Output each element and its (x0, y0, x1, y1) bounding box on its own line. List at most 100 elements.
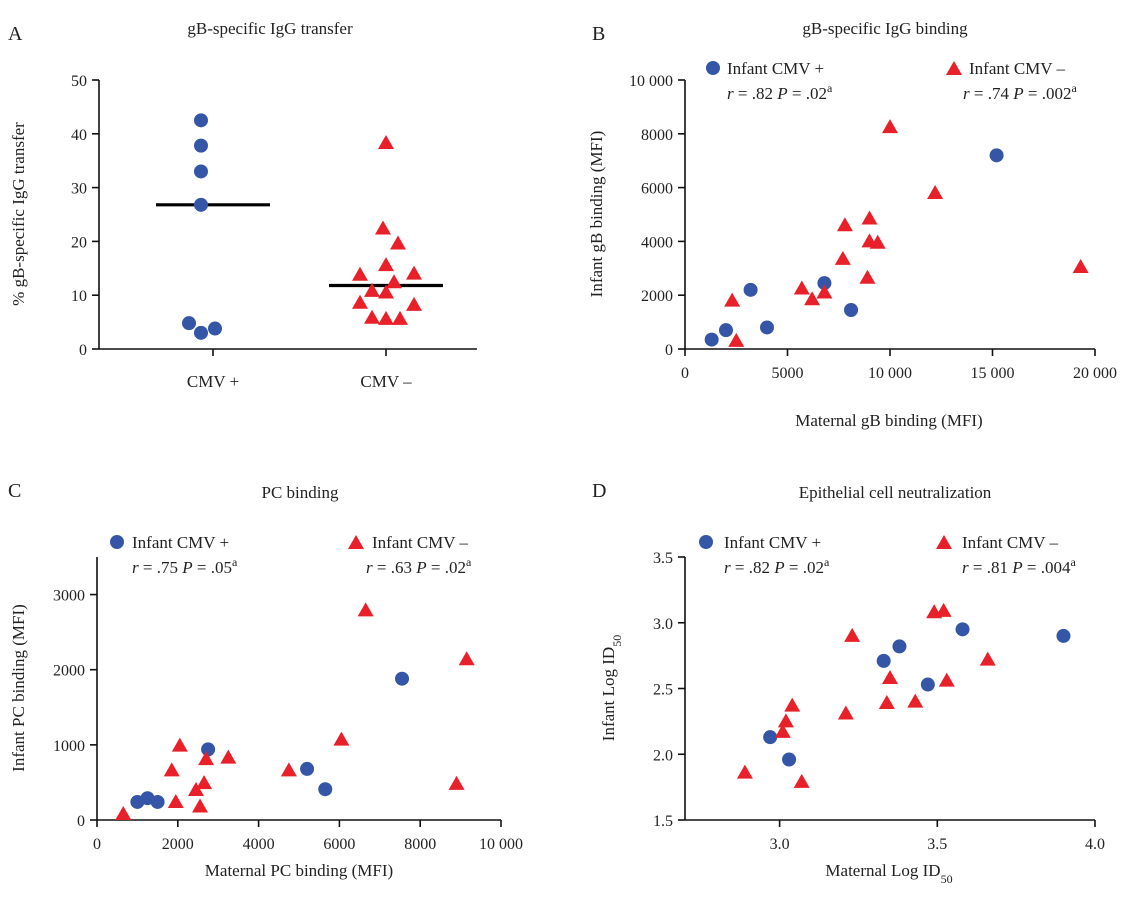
panel-c-sup-pos: a (232, 555, 238, 569)
panel-a-point-cmv-pos (182, 316, 196, 331)
panel-d-y-tick-label: 3.0 (653, 616, 673, 633)
panel-d-title: Epithelial cell neutralization (799, 483, 992, 502)
panel-c-x-axis-label: Maternal PC binding (MFI) (205, 861, 393, 880)
panel-c-p-neg: .02 (445, 558, 466, 577)
panel-a-point-cmv-neg (352, 266, 368, 281)
panel-d-sup-pos: a (824, 555, 830, 569)
panel-a-point-cmv-pos (194, 325, 208, 340)
panel-c-x-tick-label: 10 000 (479, 836, 523, 853)
panel-c-point-cmv-neg (357, 602, 374, 617)
panel-b-legend-stat-neg: r = .74 P = .002a (963, 81, 1077, 103)
panel-a-point-cmv-pos (194, 164, 208, 179)
panel-a-point-cmv-neg (406, 265, 422, 280)
panel-c-x-tick-label: 8000 (404, 836, 436, 853)
panel-d-point-cmv-pos (920, 677, 935, 692)
panel-a-y-tick-label: 10 (71, 288, 87, 305)
panel-d-x-tick-label: 3.5 (927, 836, 947, 853)
panel-c-legend-label-pos: Infant CMV + (132, 533, 229, 552)
panel-d-point-cmv-neg (979, 651, 996, 666)
panel-letter-a: A (8, 23, 23, 45)
panel-a-x-tick-label: CMV – (360, 372, 412, 391)
panel-c-point-cmv-pos (318, 782, 333, 797)
panel-c-point-cmv-neg (458, 651, 475, 666)
panel-c-y-axis-label: Infant PC binding (MFI) (9, 604, 28, 772)
panel-b-sup-pos: a (827, 81, 833, 95)
panel-d-legend-stat-pos: r = .82 P = .02a (724, 555, 830, 577)
panel-c-point-cmv-neg (192, 798, 209, 813)
panel-d-point-cmv-neg (774, 723, 791, 738)
panel-a-point-cmv-neg (375, 220, 391, 235)
panel-a-point-cmv-neg (378, 134, 394, 149)
panel-b-y-axis-label: Infant gB binding (MFI) (587, 131, 606, 298)
panel-b-plot: 0 5000 10 000 15 000 20 000 0 2000 4000 6000 8000… (629, 73, 1117, 382)
panel-a-y-tick-label: 40 (71, 127, 87, 144)
panel-c-x-tick-label: 2000 (162, 836, 194, 853)
panel-b-y-tick-label: 6000 (641, 181, 673, 198)
panel-c-point-cmv-neg (333, 731, 350, 746)
panel-b-point-cmv-neg (793, 280, 810, 295)
panel-b-point-cmv-neg (869, 234, 886, 249)
panel-b-r-pos: .82 (752, 84, 773, 103)
panel-d-point-cmv-pos (892, 639, 907, 654)
panel-b-point-cmv-pos (719, 323, 733, 338)
panel-d-p-neg: .004 (1041, 558, 1071, 577)
panel-c-r-pos: .75 (157, 558, 178, 577)
panel-a-plot: 0 10 20 30 40 50 CMV + CMV – (71, 73, 443, 391)
panel-c-point-cmv-neg (448, 775, 465, 790)
panel-d-x-tick-label: 3.0 (770, 836, 790, 853)
panel-b-point-cmv-pos (743, 282, 758, 297)
panel-c-legend-stat-neg: r = .63 P = .02a (366, 555, 472, 577)
panel-a-point-cmv-pos (208, 321, 222, 336)
panel-c-sup-neg: a (466, 555, 472, 569)
panel-c-y-tick-label: 0 (77, 813, 85, 830)
panel-d-plot: 3.0 3.5 4.0 1.5 2.0 2.5 3.0 3.5 (653, 550, 1105, 853)
panel-b-y-tick-label: 2000 (641, 288, 673, 305)
panel-d-legend-stat-neg: r = .81 P = .004a (962, 555, 1076, 577)
panel-d-legend-label-neg: Infant CMV – (962, 533, 1059, 552)
panel-d-p-pos: .02 (803, 558, 824, 577)
panel-b-point-cmv-pos (817, 276, 832, 291)
panel-a-point-cmv-pos (194, 113, 208, 128)
panel-d-y-tick-label: 3.5 (653, 550, 673, 567)
panel-b-legend-label-pos: Infant CMV + (727, 59, 824, 78)
panel-b-y-tick-label: 8000 (641, 127, 673, 144)
panel-b-point-cmv-pos (844, 302, 859, 317)
panel-a-title: gB-specific IgG transfer (187, 19, 353, 38)
panel-a-point-cmv-neg (364, 282, 380, 297)
panel-b-point-cmv-neg (882, 119, 898, 134)
panel-b-legend-triangle-marker (946, 61, 962, 75)
panel-c-point-cmv-neg (171, 737, 188, 752)
panel-b-point-cmv-pos (760, 320, 774, 335)
panel-d-y-axis-label-sub: 50 (610, 635, 624, 647)
panel-d-point-cmv-neg (837, 705, 854, 720)
panel-b-y-tick-label: 4000 (641, 234, 673, 251)
panel-b-title: gB-specific IgG binding (802, 19, 968, 38)
panel-c-y-tick-label: 1000 (53, 738, 85, 755)
panel-b-x-axis-label: Maternal gB binding (MFI) (795, 411, 982, 430)
panel-b-point-cmv-neg (834, 250, 851, 265)
panel-d-x-tick-label: 4.0 (1085, 836, 1105, 853)
panel-d-legend-triangle-marker (936, 535, 952, 549)
panel-c-p-pos: .05 (211, 558, 232, 577)
panel-c-legend-circle-marker (110, 535, 124, 549)
panel-b-x-tick-label: 15 000 (971, 365, 1015, 382)
panel-d-legend-circle-marker (699, 535, 713, 549)
panel-a-point-cmv-neg (390, 235, 406, 250)
panel-b-sup-neg: a (1071, 81, 1077, 95)
panel-a-point-cmv-neg (406, 296, 422, 311)
panel-a-point-cmv-neg (378, 310, 394, 325)
panel-d-point-cmv-pos (876, 653, 891, 668)
panel-d-point-cmv-neg (844, 627, 861, 642)
panel-a-x-tick-label: CMV + (187, 372, 239, 391)
panel-b-p-neg: .002 (1042, 84, 1072, 103)
panel-d-x-axis-label-sub: 50 (941, 872, 953, 886)
panel-d-x-axis-label: Maternal Log ID50 (825, 861, 952, 886)
panel-d-legend-label-pos: Infant CMV + (724, 533, 821, 552)
panel-d-point-cmv-neg (777, 713, 794, 728)
panel-a-point-cmv-neg (378, 257, 394, 272)
panel-b-x-tick-label: 10 000 (868, 365, 912, 382)
panel-d-y-axis-label-main: Infant Log ID (599, 647, 618, 741)
panel-b-point-cmv-neg (1072, 258, 1089, 273)
panel-c-point-cmv-neg (220, 749, 237, 764)
panel-a-point-cmv-neg (386, 274, 402, 289)
